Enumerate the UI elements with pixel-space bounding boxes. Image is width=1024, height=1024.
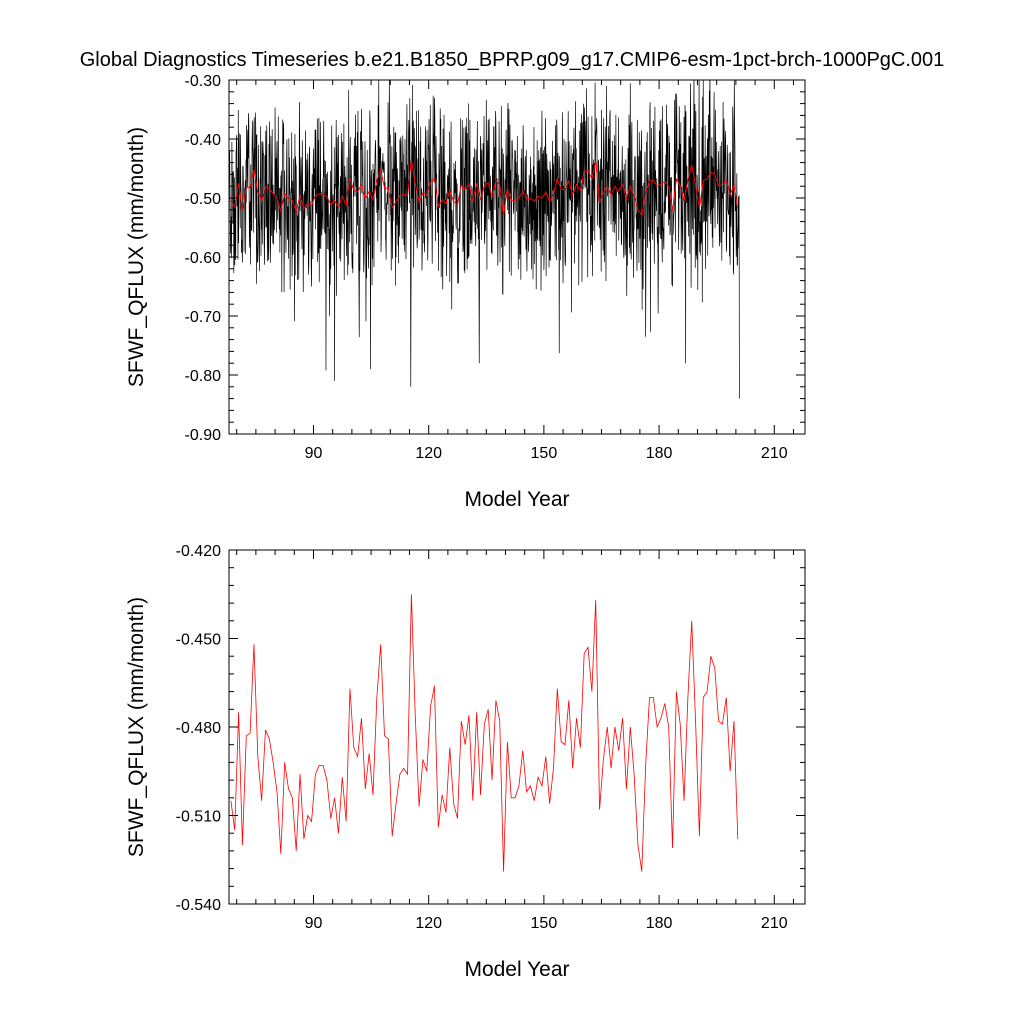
top-monthly-series-line: [229, 80, 740, 399]
bottom-plot-frame: [228, 549, 806, 905]
top-y-tick-label: -0.90: [185, 427, 222, 444]
bottom-y-tick-label: -0.480: [176, 720, 221, 737]
top-series-layer: [229, 80, 740, 399]
top-axis-ticks: 90 120 150 180 210 -0.30 -0.40 -0.50 -0.60 -0.70 -…: [185, 73, 805, 462]
top-x-tick-label: 210: [761, 445, 788, 462]
top-x-tick-label: 90: [305, 445, 323, 462]
bottom-x-tick-label: 150: [531, 915, 558, 932]
bottom-x-tick-label: 90: [305, 915, 323, 932]
bottom-y-axis-label: SFWF_QFLUX (mm/month): [125, 597, 148, 857]
top-y-axis-label: SFWF_QFLUX (mm/month): [125, 127, 148, 387]
top-y-tick-label: -0.40: [185, 132, 222, 149]
bottom-x-axis-label: Model Year: [464, 958, 569, 981]
top-y-tick-label: -0.50: [185, 191, 222, 208]
top-panel: 90 120 150 180 210 -0.30 -0.40 -0.50 -0.60 -0.70 -…: [125, 73, 806, 511]
bottom-x-tick-label: 210: [761, 915, 788, 932]
bottom-x-tick-label: 120: [415, 915, 442, 932]
bottom-y-tick-label: -0.540: [176, 897, 221, 914]
top-y-tick-label: -0.80: [185, 368, 222, 385]
top-y-tick-label: -0.30: [185, 73, 222, 90]
top-x-axis-label: Model Year: [464, 488, 569, 511]
bottom-y-tick-label: -0.420: [176, 543, 221, 560]
bottom-axis-ticks: 90 120 150 180 210 -0.420 -0.450 -0.480 -0.510 -0…: [176, 543, 805, 932]
bottom-x-tick-label: 180: [646, 915, 673, 932]
bottom-panel: 90 120 150 180 210 -0.420 -0.450 -0.480 -0.510 -0…: [125, 543, 806, 981]
top-y-tick-label: -0.70: [185, 309, 222, 326]
top-x-tick-label: 180: [646, 445, 673, 462]
top-x-tick-label: 150: [531, 445, 558, 462]
top-y-tick-label: -0.60: [185, 250, 222, 267]
top-x-tick-label: 120: [415, 445, 442, 462]
bottom-y-tick-label: -0.510: [176, 809, 221, 826]
top-annual-series-line: [230, 159, 739, 217]
bottom-series-layer: [230, 594, 739, 872]
bottom-y-tick-label: -0.450: [176, 632, 221, 649]
bottom-annual-series-line: [230, 594, 739, 872]
figure-title: Global Diagnostics Timeseries b.e21.B185…: [80, 49, 945, 71]
